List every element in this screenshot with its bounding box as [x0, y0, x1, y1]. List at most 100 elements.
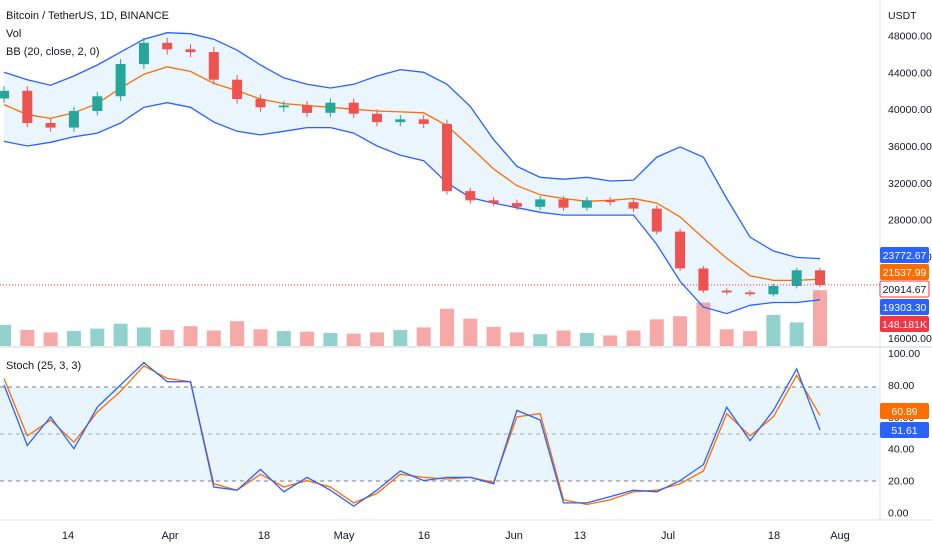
candle-body — [511, 203, 522, 207]
bb-legend[interactable]: BB (20, close, 2, 0) — [6, 46, 100, 58]
badge-bb-upper: 23772.67 — [880, 247, 929, 263]
bb-lower-value: 19303.30 — [883, 302, 927, 314]
bb-basis-value: 21537.99 — [883, 267, 927, 279]
bb-lower-badge-bg — [880, 299, 929, 315]
price-tick: 40000.00 — [888, 104, 932, 116]
candle-body — [488, 200, 499, 204]
stoch-tick: 0.00 — [888, 508, 909, 520]
volume-bar — [183, 326, 198, 346]
badge-stoch-k: 51.61 — [880, 422, 929, 438]
volume-bars — [0, 290, 827, 346]
candle-body — [138, 42, 149, 65]
candle-body — [162, 42, 173, 50]
volume-bar — [719, 329, 734, 346]
candle-body — [185, 49, 196, 53]
candle-body — [418, 119, 429, 124]
volume-bar — [276, 331, 291, 346]
volume-bar — [43, 332, 58, 346]
bb-upper-line — [3, 32, 821, 260]
volume-badge-bg — [880, 316, 929, 332]
stoch-k-line — [3, 361, 821, 507]
bb-lower-line — [3, 102, 821, 315]
candle-body — [302, 105, 313, 113]
candle-body — [255, 99, 266, 108]
volume-value: 148.181K — [882, 319, 927, 331]
volume-bar — [253, 329, 268, 346]
candle-body — [628, 202, 639, 209]
stoch-legend[interactable]: Stoch (25, 3, 3) — [6, 360, 81, 372]
candle-body — [605, 200, 616, 203]
volume-bar — [509, 332, 524, 346]
candle-body — [465, 191, 476, 201]
badge-volume: 148.181K — [880, 316, 929, 332]
volume-bar — [649, 319, 664, 346]
time-tick: Apr — [161, 530, 178, 542]
volume-bar — [206, 330, 221, 346]
price-tick: 44000.00 — [888, 67, 932, 79]
candle-body — [22, 90, 33, 123]
candle-body — [745, 292, 756, 295]
price-tick: 28000.00 — [888, 215, 932, 227]
bb-basis-line — [3, 66, 821, 282]
candle-body — [0, 90, 9, 99]
candle-body — [675, 231, 686, 269]
bb-upper-badge-bg — [880, 247, 929, 263]
volume-bar — [533, 334, 548, 346]
volume-bar — [66, 331, 81, 346]
candle-body — [45, 123, 56, 128]
price-tick: 48000.00 — [888, 31, 932, 43]
volume-bar — [393, 329, 408, 346]
volume-bar — [766, 315, 781, 346]
candle-body — [92, 96, 103, 111]
stoch-tick: 100.00 — [888, 348, 920, 360]
volume-bar — [113, 323, 128, 346]
symbol-title[interactable]: Bitcoin / TetherUS, 1D, BINANCE — [6, 10, 169, 22]
time-axis-labels: 14 Apr 18 May 16 Jun 13 Jul 18 Aug — [62, 530, 850, 542]
volume-legend[interactable]: Vol — [6, 28, 21, 40]
volume-bar — [673, 316, 688, 346]
candle-body — [232, 79, 243, 99]
time-tick: 16 — [418, 530, 430, 542]
volume-bar — [0, 324, 11, 346]
candle-body — [442, 123, 452, 192]
price-tick: 16000.00 — [888, 333, 932, 345]
volume-bar — [90, 328, 105, 346]
candle-body — [115, 64, 126, 97]
last-price-badge-bg — [879, 280, 930, 298]
price-tick: 32000.00 — [888, 178, 932, 190]
volume-bar — [626, 330, 641, 346]
volume-bar — [136, 327, 151, 346]
volume-bar — [230, 321, 245, 346]
bb-basis-badge-bg — [880, 264, 929, 280]
volume-bar — [696, 302, 711, 346]
candle-body — [348, 102, 359, 114]
badge-last-price: 20914.67 — [879, 280, 930, 298]
time-tick: 18 — [258, 530, 270, 542]
time-tick: 13 — [574, 530, 586, 542]
time-tick: 18 — [768, 530, 780, 542]
volume-bar — [603, 335, 618, 346]
stoch-k-value: 51.61 — [891, 425, 917, 437]
time-tick: Aug — [830, 530, 850, 542]
badge-bb-basis: 21537.99 — [880, 264, 929, 280]
volume-bar — [743, 331, 758, 346]
candle-body — [768, 286, 779, 295]
volume-bar — [323, 333, 338, 346]
candle-body — [558, 199, 569, 208]
candle-body — [721, 290, 732, 293]
candle-body — [581, 200, 592, 208]
stoch-tick: 80.00 — [888, 380, 914, 392]
volume-bar — [813, 290, 827, 346]
candle-body — [278, 105, 289, 108]
time-tick: Jun — [505, 530, 523, 542]
badge-bb-lower: 19303.30 — [880, 299, 929, 315]
stoch-tick: 40.00 — [888, 444, 914, 456]
stoch-d-value: 60.89 — [891, 406, 917, 418]
stoch-tick: 20.00 — [888, 476, 914, 488]
badge-stoch-d: 60.89 — [880, 403, 929, 419]
candle-body — [395, 119, 406, 123]
volume-bar — [789, 322, 804, 346]
volume-bar — [556, 330, 571, 346]
volume-bar — [20, 329, 35, 346]
